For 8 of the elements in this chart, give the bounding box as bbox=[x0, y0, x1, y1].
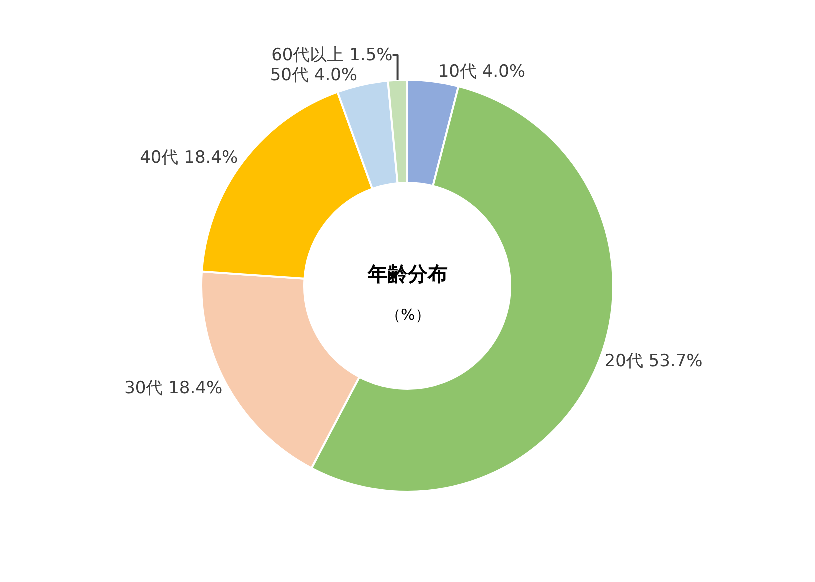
text: 年齢分布 bbox=[367, 262, 448, 286]
slice-label: 60代以上 1.5% bbox=[272, 45, 393, 66]
text: （%） bbox=[386, 306, 430, 324]
slice-label: 10代 4.0% bbox=[438, 62, 526, 82]
slice-label: 40代 18.4% bbox=[140, 148, 238, 168]
slice-label: 20代 53.7% bbox=[604, 351, 703, 372]
slice-label: 50代 4.0% bbox=[270, 65, 358, 86]
slice-label: 30代 18.4% bbox=[124, 378, 223, 399]
